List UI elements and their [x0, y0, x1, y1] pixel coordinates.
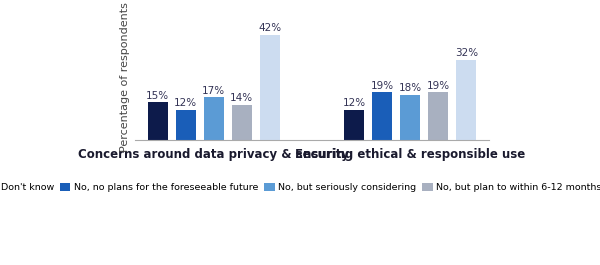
Text: 19%: 19% [427, 81, 450, 91]
Bar [457, 60, 476, 140]
Text: 15%: 15% [146, 91, 169, 101]
Text: 18%: 18% [398, 83, 422, 93]
Text: 12%: 12% [174, 98, 197, 108]
Bar [373, 92, 392, 140]
Text: 32%: 32% [455, 48, 478, 58]
Bar [260, 35, 280, 140]
Text: 14%: 14% [230, 93, 253, 103]
Text: 17%: 17% [202, 86, 226, 96]
Text: 19%: 19% [371, 81, 394, 91]
Bar [344, 110, 364, 140]
Bar [400, 95, 420, 140]
Text: 12%: 12% [343, 98, 365, 108]
Bar [232, 105, 251, 140]
Bar [428, 92, 448, 140]
Text: 42%: 42% [259, 24, 281, 33]
Bar [204, 97, 224, 140]
Y-axis label: Percentage of respondents: Percentage of respondents [120, 2, 130, 152]
Bar [176, 110, 196, 140]
Legend: Don't know, No, no plans for the foreseeable future, No, but seriously consideri: Don't know, No, no plans for the foresee… [0, 179, 600, 196]
Bar [148, 102, 167, 140]
